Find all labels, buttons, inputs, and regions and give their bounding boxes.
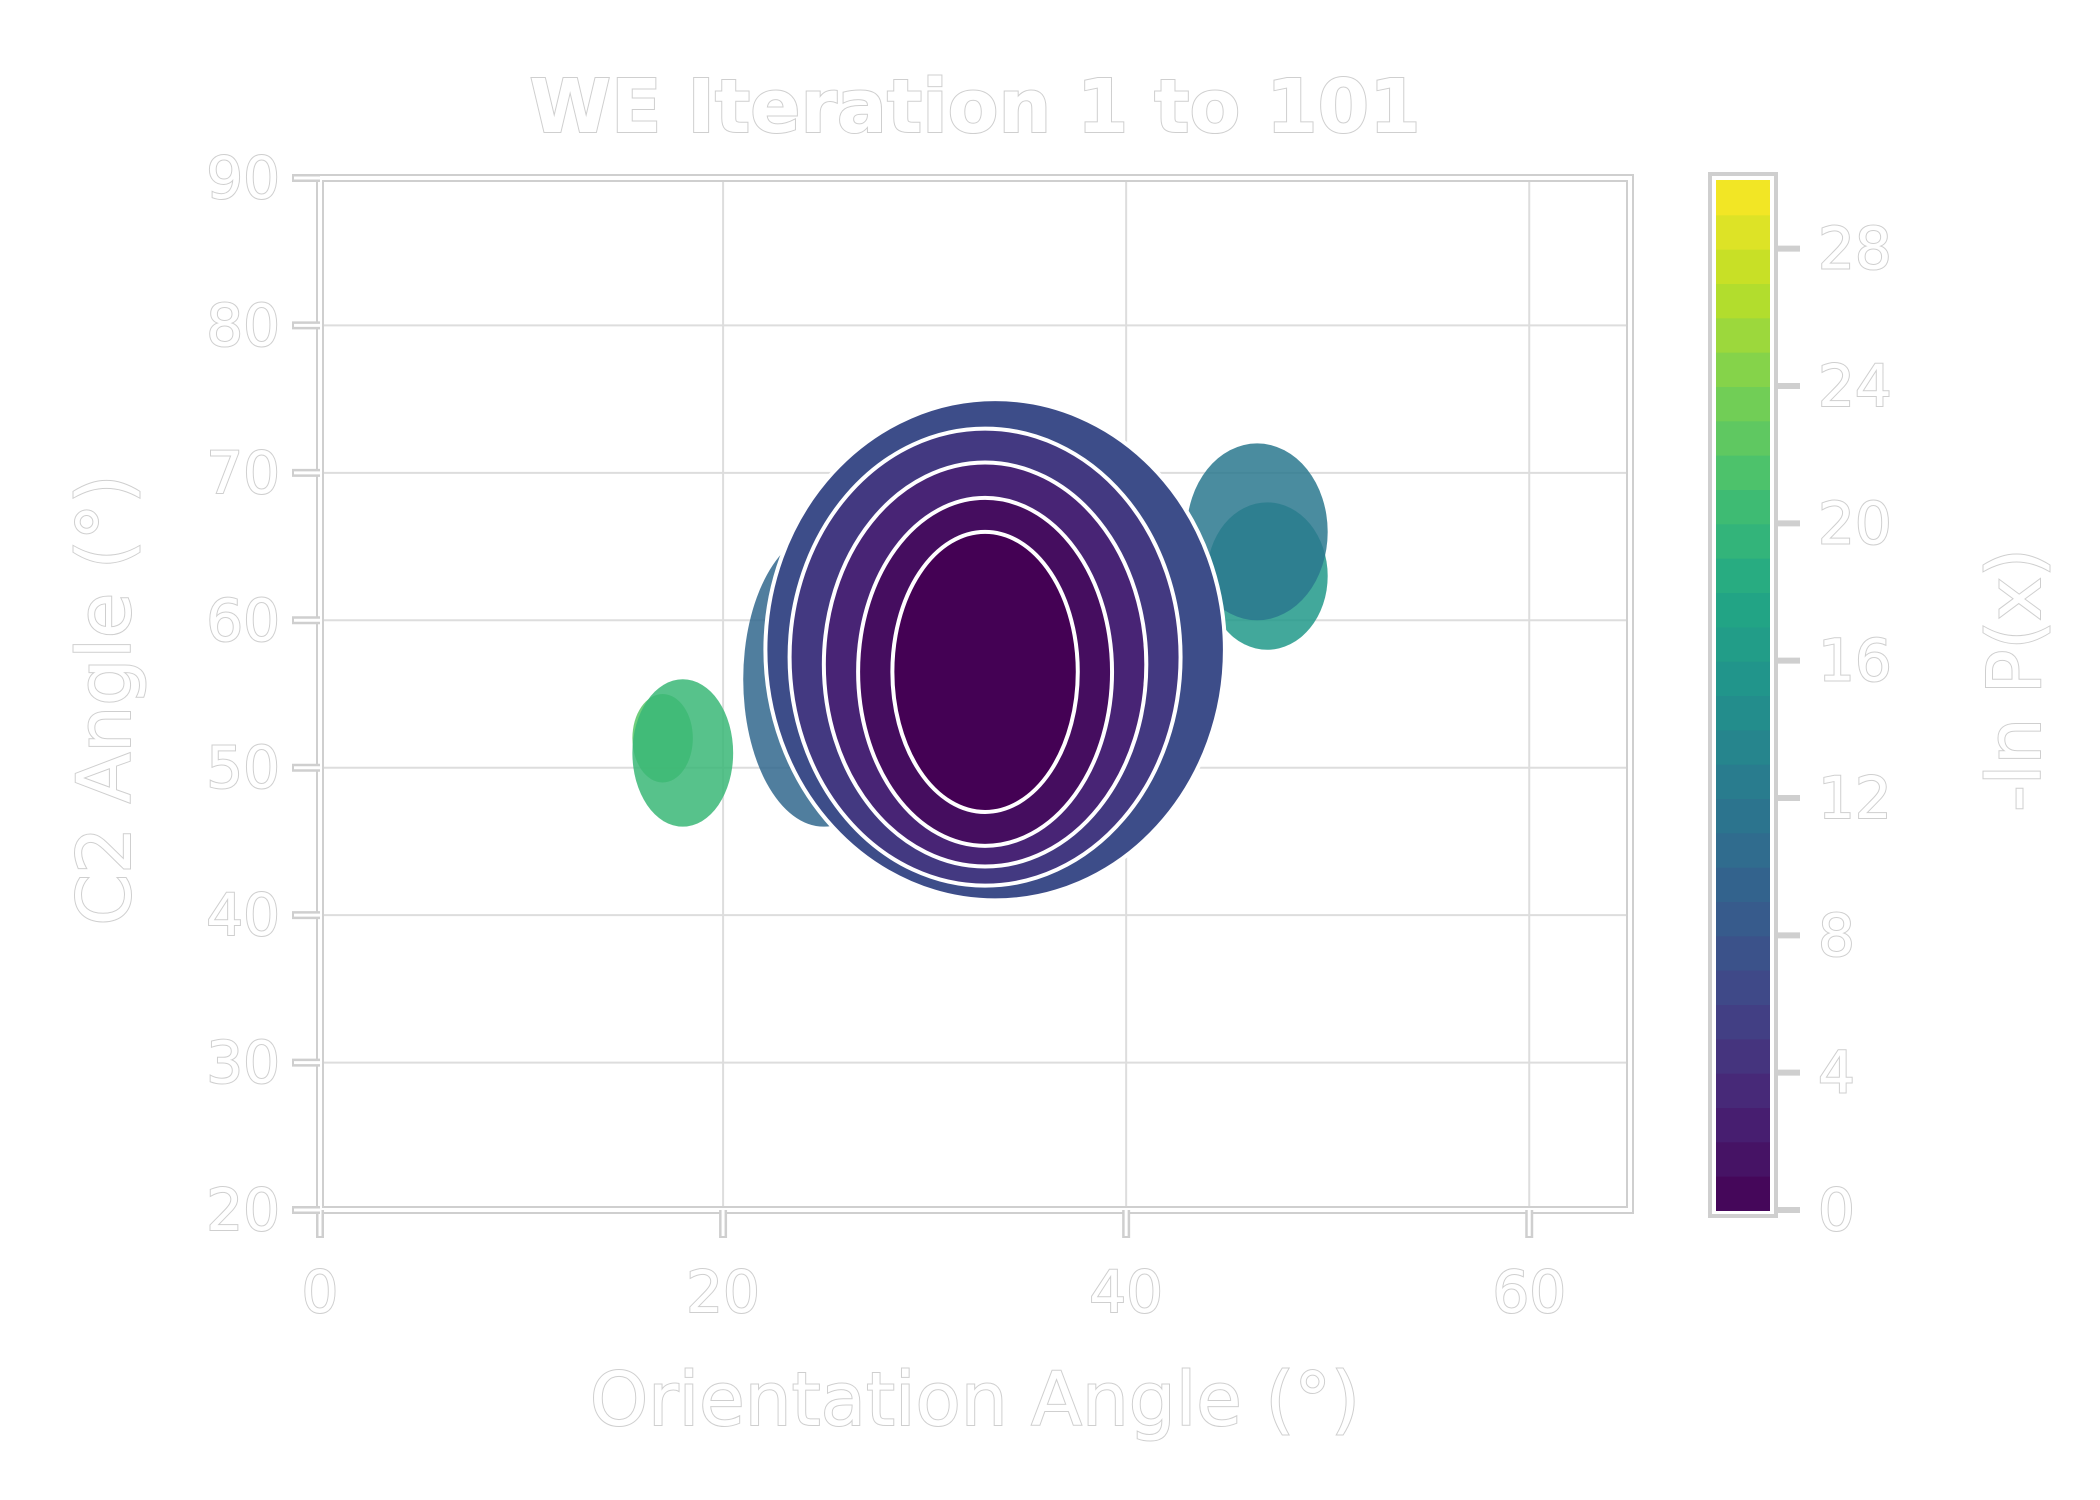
x-axis: 0 20 40 60	[301, 1210, 1567, 1327]
colorbar-segment	[1716, 214, 1770, 250]
colorbar-segment	[1716, 1107, 1770, 1143]
x-tick-label: 0	[302, 1258, 339, 1326]
colorbar-segment	[1716, 798, 1770, 834]
contour-region	[632, 679, 734, 827]
colorbar-segment	[1716, 626, 1770, 662]
colorbar-tick-label: 12	[1818, 764, 1892, 832]
y-tick-label: 80	[206, 291, 280, 359]
colorbar-segment	[1716, 866, 1770, 902]
colorbar-segment	[1716, 1175, 1770, 1211]
contour-line	[821, 460, 1149, 869]
colorbar-segment	[1716, 454, 1770, 490]
colorbar-label: -ln P(x)	[1972, 548, 2058, 812]
colorbar-segment	[1716, 180, 1770, 216]
colorbar-frame	[1708, 172, 1778, 1218]
colorbar-segment	[1716, 386, 1770, 422]
colorbar-tick-label: 16	[1818, 627, 1892, 695]
colorbar-segment	[1716, 1141, 1770, 1177]
colorbar: 0 4 8 12 16 20 24 28	[1708, 172, 1893, 1245]
colorbar-tick-label: 4	[1818, 1039, 1855, 1107]
colorbar-segment	[1716, 1004, 1770, 1040]
contour-region	[892, 531, 1078, 812]
colorbar-segment	[1716, 660, 1770, 696]
colorbar-segment	[1716, 557, 1770, 593]
colorbar-segment	[1716, 592, 1770, 628]
y-tick-label: 90	[206, 144, 280, 212]
colorbar-segment	[1716, 317, 1770, 353]
y-tick-label: 40	[206, 881, 280, 949]
colorbar-tick-label: 24	[1818, 352, 1892, 420]
colorbar-segment	[1716, 763, 1770, 799]
y-tick-label: 30	[206, 1029, 280, 1097]
colorbar-segment	[1716, 351, 1770, 387]
chart-title: WE Iteration 1 to 101	[529, 64, 1420, 150]
y-axis-label: C2 Angle (°)	[62, 474, 148, 925]
plot-area	[316, 174, 1634, 1214]
contour-line	[787, 426, 1183, 888]
colorbar-segment	[1716, 901, 1770, 937]
colorbar-tick-label: 20	[1818, 489, 1892, 557]
colorbar-segment	[1716, 489, 1770, 525]
y-axis: 20 30 40 50 60 70 80 90	[205, 143, 320, 1245]
contour-line	[763, 397, 1227, 903]
contour-region	[1186, 443, 1328, 621]
colorbar-tick-label: 8	[1818, 901, 1855, 969]
colorbar-segment	[1716, 1072, 1770, 1108]
contour-line	[890, 529, 1080, 814]
y-tick-label: 70	[206, 439, 280, 507]
y-tick-label: 20	[206, 1176, 280, 1244]
y-tick-label: 60	[206, 586, 280, 654]
colorbar-tick-label: 28	[1818, 215, 1892, 283]
colorbar-segment	[1716, 832, 1770, 868]
colorbar-segment	[1716, 935, 1770, 971]
colorbar-segment	[1716, 283, 1770, 319]
colorbar-segment	[1716, 695, 1770, 731]
colorbar-segment	[1716, 248, 1770, 284]
x-axis-label: Orientation Angle (°)	[590, 1357, 1360, 1443]
y-tick-label: 50	[206, 734, 280, 802]
contour-line	[856, 495, 1115, 848]
colorbar-segment	[1716, 969, 1770, 1005]
colorbar-segment	[1716, 523, 1770, 559]
x-tick-label: 40	[1089, 1258, 1163, 1326]
colorbar-segment	[1716, 1038, 1770, 1074]
x-tick-label: 20	[686, 1258, 760, 1326]
colorbar-segment	[1716, 729, 1770, 765]
colorbar-segment	[1716, 420, 1770, 456]
x-tick-label: 60	[1492, 1258, 1566, 1326]
colorbar-tick-label: 0	[1818, 1176, 1855, 1244]
plot-frame	[318, 176, 1632, 1212]
